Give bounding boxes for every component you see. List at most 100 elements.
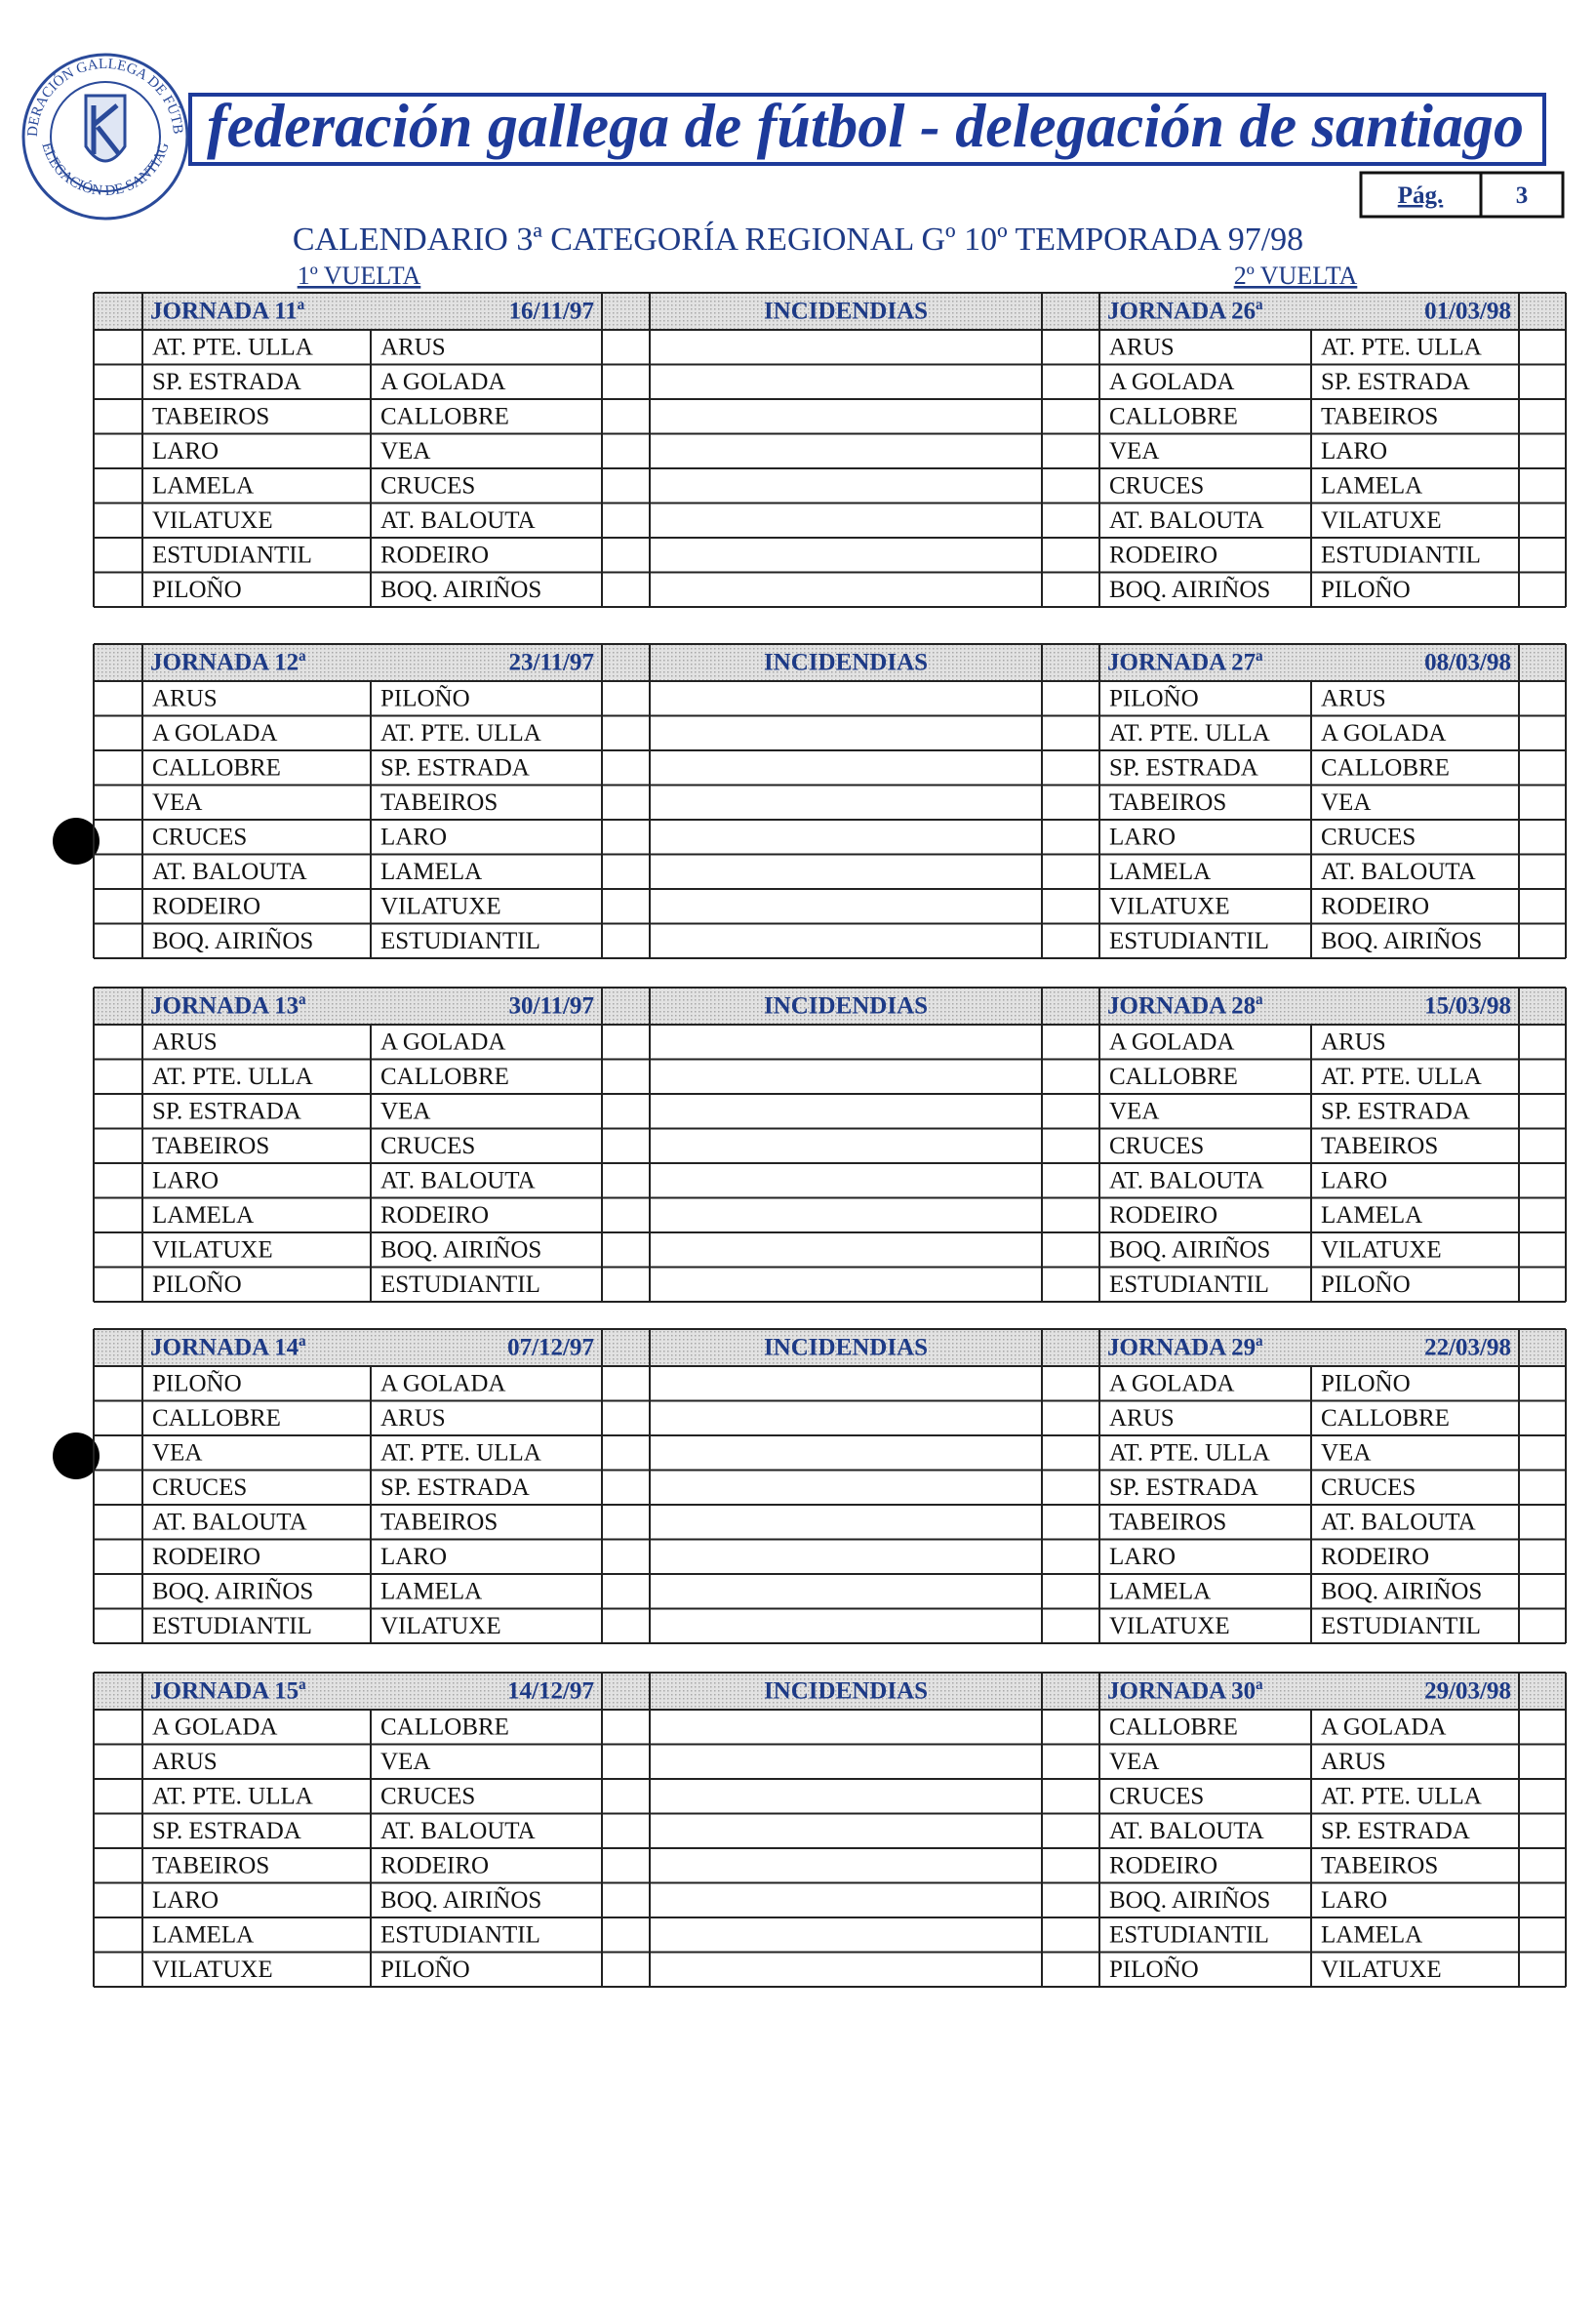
home-team: SP. ESTRADA [152,1098,301,1124]
home-team: CRUCES [1109,472,1204,499]
away-team: VEA [1321,1439,1371,1466]
incidents-header: INCIDENDIAS [764,1678,928,1705]
home-team: CRUCES [1109,1783,1204,1809]
home-team: VEA [1109,438,1159,464]
round-label: JORNADA 12ª [150,650,306,676]
away-team: TABEIROS [380,1509,498,1535]
home-team: CRUCES [152,824,247,850]
away-team: VEA [1321,789,1371,816]
away-team: CRUCES [380,472,475,499]
away-team: RODEIRO [1321,893,1429,919]
incidents-header: INCIDENDIAS [764,1335,928,1361]
away-team: AT. BALOUTA [380,1167,536,1193]
home-team: PILOÑO [152,1369,242,1396]
away-team: BOQ. AIRIÑOS [380,1886,541,1914]
round-date: 16/11/97 [508,299,594,325]
home-team: PILOÑO [1109,1956,1199,1983]
away-team: AT. BALOUTA [1321,859,1476,885]
home-team: SP. ESTRADA [152,1818,301,1844]
logo: FEDERACIÓN GALLEGA DE FÚTBOL DELEGACIÓN … [0,0,189,221]
federation-title: federación gallega de fútbol - delegació… [207,91,1524,160]
home-team: PILOÑO [1109,684,1199,711]
away-team: RODEIRO [380,1852,489,1878]
away-team: A GOLADA [380,1370,505,1396]
away-team: VILATUXE [380,893,501,919]
away-team: AT. PTE. ULLA [380,720,541,746]
home-team: A GOLADA [1109,369,1234,395]
home-team: BOQ. AIRIÑOS [1109,1886,1270,1914]
away-team: AT. PTE. ULLA [380,1439,541,1466]
away-team: AT. PTE. ULLA [1321,1783,1482,1809]
away-team: ARUS [1321,685,1386,711]
home-team: CALLOBRE [152,1405,281,1432]
round-label: JORNADA 26ª [1107,299,1263,325]
calendar-title: CALENDARIO 3ª CATEGORÍA REGIONAL Gº 10º … [293,222,1303,258]
home-team: AT. PTE. ULLA [152,334,313,360]
round-date: 23/11/97 [508,650,594,676]
home-team: CALLOBRE [1109,403,1238,429]
home-team: RODEIRO [152,1544,260,1570]
round-table: JORNADA 14ª 07/12/97 INCIDENDIAS JORNADA 29… [93,1328,1567,1644]
home-team: ARUS [152,1029,218,1055]
home-team: LARO [1109,1544,1176,1570]
away-team: VEA [380,1749,430,1775]
home-team: LAMELA [152,472,254,499]
away-team: PILOÑO [1321,1271,1411,1298]
away-team: RODEIRO [1321,1544,1429,1570]
round-date: 15/03/98 [1424,993,1511,1020]
away-team: ARUS [1321,1749,1386,1775]
away-team: VEA [380,1098,430,1124]
away-team: ESTUDIANTIL [380,928,540,954]
away-team: CALLOBRE [380,1714,509,1740]
away-team: LAMELA [380,1578,482,1604]
away-team: LAMELA [1321,1921,1422,1948]
away-team: ESTUDIANTIL [380,1921,540,1948]
away-team: SP. ESTRADA [380,754,530,781]
away-team: PILOÑO [380,684,470,711]
round-date: 29/03/98 [1424,1678,1511,1705]
home-team: SP. ESTRADA [1109,1474,1258,1501]
home-team: A GOLADA [1109,1370,1234,1396]
round-table: JORNADA 15ª 14/12/97 INCIDENDIAS JORNADA 30… [93,1672,1567,1988]
away-team: BOQ. AIRIÑOS [380,1235,541,1263]
home-team: ESTUDIANTIL [152,542,312,568]
home-team: CRUCES [1109,1133,1204,1159]
home-team: VILATUXE [1109,893,1230,919]
away-team: RODEIRO [380,1202,489,1229]
home-team: AT. PTE. ULLA [152,1783,313,1809]
away-team: AT. PTE. ULLA [1321,334,1482,360]
home-team: PILOÑO [152,576,242,603]
round-label: JORNADA 30ª [1107,1678,1263,1705]
home-team: VEA [152,1439,202,1466]
punch-hole [53,1432,100,1479]
home-team: AT. BALOUTA [1109,1818,1264,1844]
logo-emblem [91,103,121,156]
away-team: BOQ. AIRIÑOS [1321,927,1482,954]
home-team: VILATUXE [152,507,273,534]
home-team: RODEIRO [1109,542,1217,568]
home-team: AT. BALOUTA [152,859,307,885]
incidents-header: INCIDENDIAS [764,650,928,676]
away-team: ESTUDIANTIL [380,1271,540,1298]
home-team: ARUS [152,1749,218,1775]
title-banner [188,93,1546,166]
home-team: A GOLADA [1109,1029,1234,1055]
round-date: 30/11/97 [508,993,594,1020]
away-team: ARUS [1321,1029,1386,1055]
round-date: 07/12/97 [507,1335,594,1361]
round-table: JORNADA 11ª 16/11/97 INCIDENDIAS JORNADA 26… [93,292,1567,608]
header-row [94,1673,1566,1710]
round-table: JORNADA 13ª 30/11/97 INCIDENDIAS JORNADA 28… [93,987,1567,1303]
round-label: JORNADA 14ª [150,1335,306,1361]
header-row [94,293,1566,330]
away-team: CALLOBRE [1321,1405,1450,1432]
home-team: PILOÑO [152,1271,242,1298]
home-team: AT. BALOUTA [1109,1167,1264,1193]
home-team: CALLOBRE [1109,1064,1238,1090]
away-team: VILATUXE [380,1613,501,1639]
away-team: VILATUXE [1321,1957,1442,1983]
home-team: CALLOBRE [152,754,281,781]
home-team: VEA [1109,1098,1159,1124]
logo-inner-ring [50,81,161,192]
home-team: AT. BALOUTA [152,1509,307,1535]
